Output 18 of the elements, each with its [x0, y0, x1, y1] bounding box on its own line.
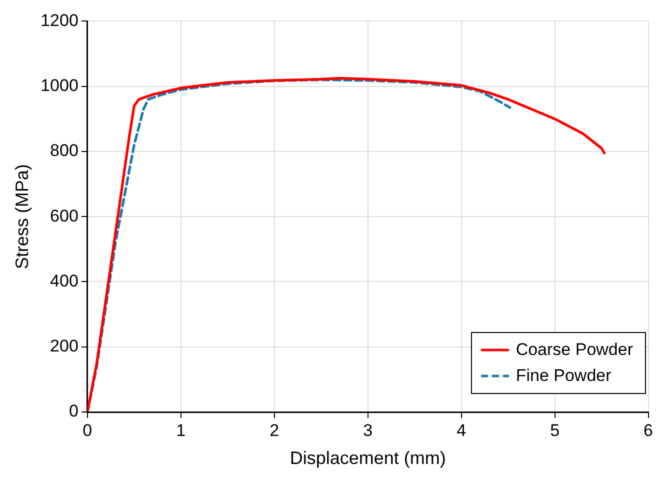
y-axis-title: Stress (MPa) — [12, 164, 32, 270]
y-tick-label: 200 — [50, 336, 78, 356]
y-tick-label: 1000 — [40, 76, 78, 96]
y-tick-label: 800 — [50, 141, 78, 160]
y-tick-label: 1200 — [40, 10, 78, 30]
x-tick-label: 0 — [82, 420, 92, 440]
y-tick-label: 0 — [68, 402, 78, 421]
x-tick-label: 4 — [456, 420, 466, 440]
x-tick-label: 3 — [363, 420, 373, 440]
x-axis-title: Displacement (mm) — [290, 448, 446, 468]
legend-label: Fine Powder — [516, 365, 612, 387]
y-tick-label: 400 — [50, 271, 78, 290]
y-tick-label: 600 — [50, 206, 78, 226]
x-tick-label: 1 — [176, 420, 186, 440]
x-tick-label: 5 — [550, 420, 560, 440]
x-tick-label: 2 — [270, 420, 280, 440]
x-tick-label: 6 — [644, 420, 654, 440]
legend-label: Coarse Powder — [516, 339, 633, 361]
